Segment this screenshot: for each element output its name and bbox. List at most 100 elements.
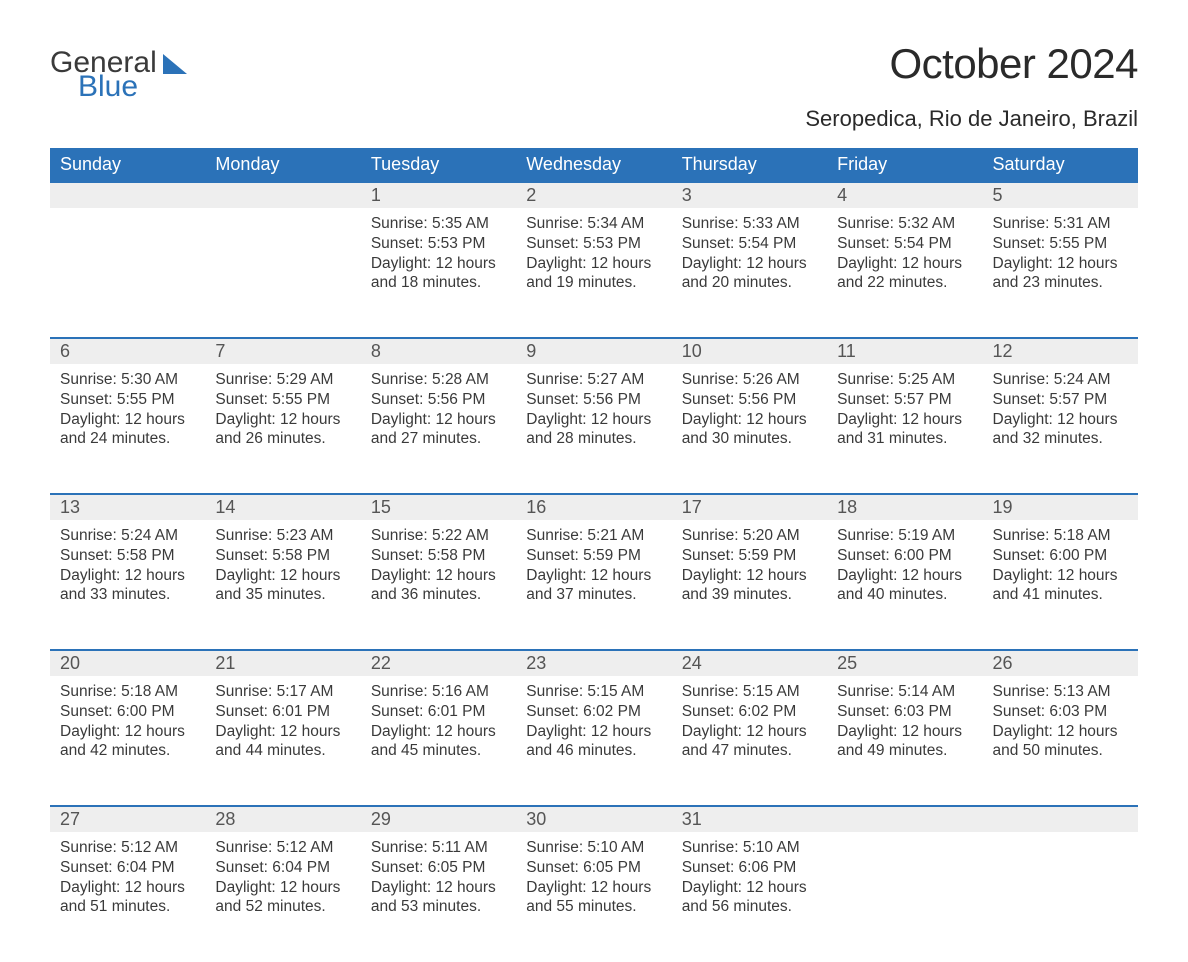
day-number-cell: 18 [827, 494, 982, 520]
sunset-line: Sunset: 6:02 PM [526, 702, 661, 722]
day-number: 11 [837, 341, 856, 361]
day-content-cell: Sunrise: 5:20 AMSunset: 5:59 PMDaylight:… [672, 520, 827, 650]
day-content-cell [50, 208, 205, 338]
sunrise-line: Sunrise: 5:18 AM [60, 682, 195, 702]
daylight-line-1: Daylight: 12 hours [682, 722, 817, 742]
daylight-line-2: and 49 minutes. [837, 741, 972, 761]
daylight-line-1: Daylight: 12 hours [371, 722, 506, 742]
daylight-line-1: Daylight: 12 hours [993, 722, 1128, 742]
daylight-line-2: and 27 minutes. [371, 429, 506, 449]
day-number-cell: 22 [361, 650, 516, 676]
day-content-cell: Sunrise: 5:29 AMSunset: 5:55 PMDaylight:… [205, 364, 360, 494]
day-number-cell: 15 [361, 494, 516, 520]
sunset-line: Sunset: 5:55 PM [215, 390, 350, 410]
sunrise-line: Sunrise: 5:19 AM [837, 526, 972, 546]
daylight-line-2: and 44 minutes. [215, 741, 350, 761]
day-number-cell: 9 [516, 338, 671, 364]
daylight-line-2: and 37 minutes. [526, 585, 661, 605]
content-row: Sunrise: 5:12 AMSunset: 6:04 PMDaylight:… [50, 832, 1138, 962]
daylight-line-2: and 31 minutes. [837, 429, 972, 449]
daylight-line-1: Daylight: 12 hours [837, 722, 972, 742]
day-number-cell: 1 [361, 182, 516, 208]
sunset-line: Sunset: 6:01 PM [371, 702, 506, 722]
sunset-line: Sunset: 5:56 PM [371, 390, 506, 410]
day-number-cell: 24 [672, 650, 827, 676]
day-number-cell [50, 182, 205, 208]
sunrise-line: Sunrise: 5:20 AM [682, 526, 817, 546]
logo-sail-icon [163, 52, 191, 74]
sunrise-line: Sunrise: 5:16 AM [371, 682, 506, 702]
day-number-cell: 11 [827, 338, 982, 364]
day-content-cell: Sunrise: 5:28 AMSunset: 5:56 PMDaylight:… [361, 364, 516, 494]
title-block: October 2024 Seropedica, Rio de Janeiro,… [805, 40, 1138, 142]
day-number: 22 [371, 653, 391, 673]
daylight-line-2: and 33 minutes. [60, 585, 195, 605]
day-header: Sunday [50, 148, 205, 182]
daylight-line-2: and 55 minutes. [526, 897, 661, 917]
day-number-cell: 8 [361, 338, 516, 364]
day-content-cell [983, 832, 1138, 962]
daylight-line-1: Daylight: 12 hours [682, 566, 817, 586]
day-number-cell: 4 [827, 182, 982, 208]
daylight-line-2: and 56 minutes. [682, 897, 817, 917]
daylight-line-2: and 20 minutes. [682, 273, 817, 293]
day-number-cell: 29 [361, 806, 516, 832]
sunrise-line: Sunrise: 5:10 AM [682, 838, 817, 858]
day-number-cell: 23 [516, 650, 671, 676]
sunset-line: Sunset: 6:03 PM [993, 702, 1128, 722]
sunrise-line: Sunrise: 5:11 AM [371, 838, 506, 858]
daylight-line-1: Daylight: 12 hours [60, 722, 195, 742]
day-number-cell [827, 806, 982, 832]
daylight-line-1: Daylight: 12 hours [371, 410, 506, 430]
sunrise-line: Sunrise: 5:24 AM [993, 370, 1128, 390]
day-content-cell: Sunrise: 5:10 AMSunset: 6:06 PMDaylight:… [672, 832, 827, 962]
day-content-cell: Sunrise: 5:25 AMSunset: 5:57 PMDaylight:… [827, 364, 982, 494]
day-number-cell: 7 [205, 338, 360, 364]
day-content-cell: Sunrise: 5:23 AMSunset: 5:58 PMDaylight:… [205, 520, 360, 650]
daynum-row: 2728293031 [50, 806, 1138, 832]
sunrise-line: Sunrise: 5:21 AM [526, 526, 661, 546]
sunset-line: Sunset: 5:54 PM [837, 234, 972, 254]
daylight-line-2: and 51 minutes. [60, 897, 195, 917]
day-header: Monday [205, 148, 360, 182]
sunrise-line: Sunrise: 5:26 AM [682, 370, 817, 390]
daylight-line-2: and 39 minutes. [682, 585, 817, 605]
daylight-line-2: and 32 minutes. [993, 429, 1128, 449]
day-header: Saturday [983, 148, 1138, 182]
day-number: 21 [215, 653, 235, 673]
day-number: 17 [682, 497, 702, 517]
sunrise-line: Sunrise: 5:25 AM [837, 370, 972, 390]
day-number: 12 [993, 341, 1013, 361]
daylight-line-1: Daylight: 12 hours [682, 410, 817, 430]
content-row: Sunrise: 5:30 AMSunset: 5:55 PMDaylight:… [50, 364, 1138, 494]
daylight-line-1: Daylight: 12 hours [60, 566, 195, 586]
sunset-line: Sunset: 5:53 PM [371, 234, 506, 254]
sunrise-line: Sunrise: 5:15 AM [682, 682, 817, 702]
sunset-line: Sunset: 6:04 PM [60, 858, 195, 878]
sunrise-line: Sunrise: 5:15 AM [526, 682, 661, 702]
daylight-line-2: and 46 minutes. [526, 741, 661, 761]
day-number: 26 [993, 653, 1013, 673]
day-number-cell: 13 [50, 494, 205, 520]
day-number: 27 [60, 809, 80, 829]
daylight-line-1: Daylight: 12 hours [682, 878, 817, 898]
sunset-line: Sunset: 5:55 PM [60, 390, 195, 410]
daylight-line-1: Daylight: 12 hours [371, 878, 506, 898]
sunset-line: Sunset: 5:56 PM [526, 390, 661, 410]
day-content-cell: Sunrise: 5:34 AMSunset: 5:53 PMDaylight:… [516, 208, 671, 338]
sunrise-line: Sunrise: 5:30 AM [60, 370, 195, 390]
daylight-line-1: Daylight: 12 hours [526, 878, 661, 898]
sunrise-line: Sunrise: 5:32 AM [837, 214, 972, 234]
location: Seropedica, Rio de Janeiro, Brazil [805, 106, 1138, 132]
daylight-line-2: and 42 minutes. [60, 741, 195, 761]
day-header-row: Sunday Monday Tuesday Wednesday Thursday… [50, 148, 1138, 182]
daylight-line-2: and 41 minutes. [993, 585, 1128, 605]
day-number-cell: 17 [672, 494, 827, 520]
sunset-line: Sunset: 5:55 PM [993, 234, 1128, 254]
day-number: 9 [526, 341, 536, 361]
sunset-line: Sunset: 6:02 PM [682, 702, 817, 722]
daylight-line-2: and 47 minutes. [682, 741, 817, 761]
day-number: 3 [682, 185, 692, 205]
sunrise-line: Sunrise: 5:10 AM [526, 838, 661, 858]
day-number: 13 [60, 497, 80, 517]
